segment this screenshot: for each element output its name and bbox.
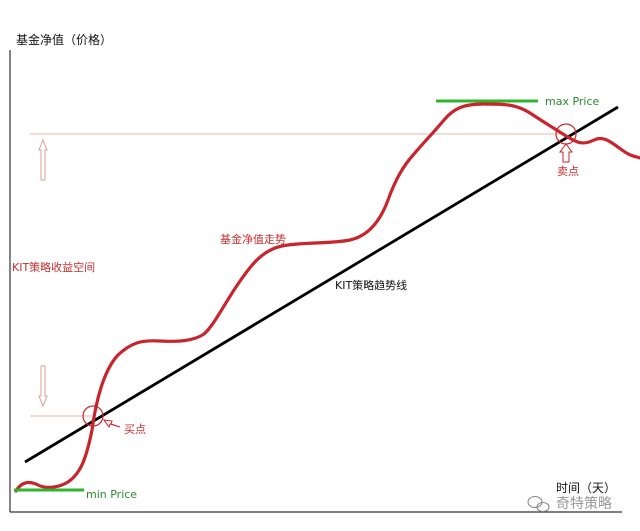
nav-curve xyxy=(14,102,640,493)
watermark: 奇特策略 xyxy=(527,495,612,513)
watermark-text: 奇特策略 xyxy=(556,495,612,512)
y-axis-label: 基金净值（价格） xyxy=(16,32,112,47)
x-axis-label: 时间（天） xyxy=(556,481,616,495)
nav-trend-label: 基金净值走势 xyxy=(220,232,286,246)
down-arrow xyxy=(38,365,48,408)
sell-point-arrow xyxy=(559,143,573,163)
profit-space-label: KIT策略收益空间 xyxy=(12,260,95,274)
min-price-label: min Price xyxy=(86,488,137,501)
wechat-icon xyxy=(527,495,550,513)
max-price-label: max Price xyxy=(545,95,600,108)
sell-point-label: 卖点 xyxy=(557,165,579,178)
strategy-trend-line xyxy=(24,105,619,464)
buy-point-arrow xyxy=(102,419,121,429)
buy-point-circle xyxy=(82,405,104,427)
strategy-trend-label: KIT策略趋势线 xyxy=(335,278,407,292)
buy-point-label: 买点 xyxy=(124,423,146,436)
up-arrow xyxy=(38,138,48,181)
